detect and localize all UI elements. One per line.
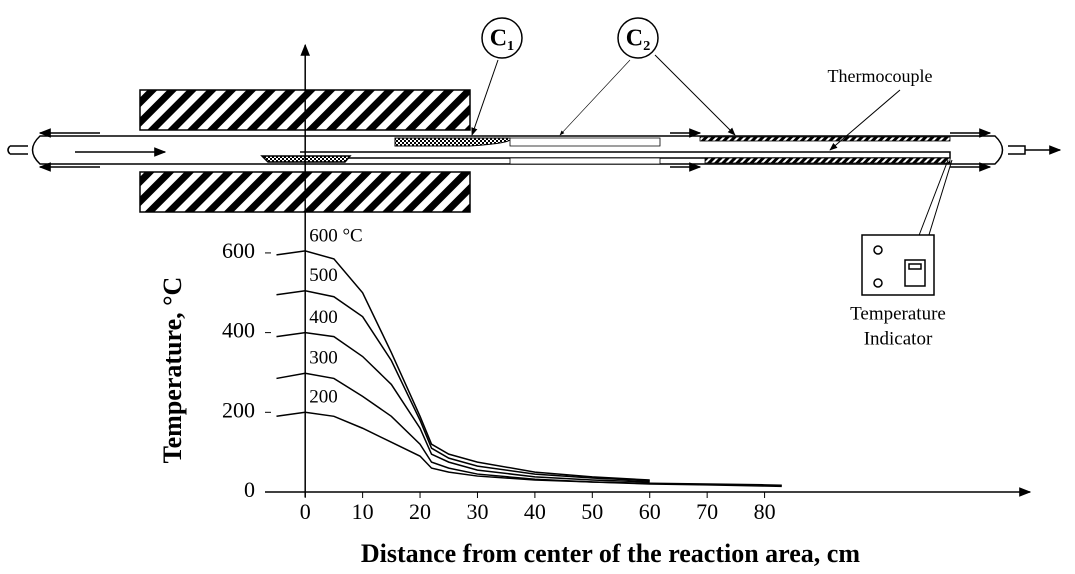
boat [260, 155, 352, 163]
indicator-label: Temperature [850, 303, 946, 324]
x-tick-label: 0 [300, 499, 311, 524]
y-axis-label: Temperature, °C [158, 277, 187, 464]
y-tick-label: 200 [222, 397, 255, 422]
apparatus [7, 17, 1062, 296]
pointer [471, 59, 499, 136]
y-tick-label: 400 [222, 318, 255, 343]
deposit-c2b [509, 157, 661, 165]
line [276, 290, 650, 482]
series-label: 600 °C [309, 225, 363, 246]
x-tick-label: 60 [639, 499, 661, 524]
wires [917, 159, 953, 239]
c2-circle [617, 17, 659, 59]
pointer [829, 89, 901, 151]
tube-inlet [7, 145, 28, 155]
pointer [654, 54, 736, 136]
series-label: 300 [309, 348, 338, 369]
knob [873, 278, 883, 288]
deposit-top [699, 136, 951, 142]
x-tick-label: 50 [581, 499, 603, 524]
series-label: 500 [309, 265, 338, 286]
line [276, 411, 782, 488]
pointer [559, 59, 631, 136]
x-tick-label: 40 [524, 499, 546, 524]
annotation: C₂ [626, 26, 651, 52]
x-axis-label: Distance from center of the reaction are… [361, 539, 860, 568]
deposit-c2 [509, 137, 661, 147]
line [276, 372, 782, 486]
display [904, 259, 926, 287]
line [276, 331, 650, 483]
x-tick-label: 10 [352, 499, 374, 524]
annotation: Thermocouple [828, 66, 933, 86]
tube-outlet [1008, 145, 1026, 155]
display-window [908, 263, 922, 270]
c1-circle [481, 17, 523, 59]
x-tick-label: 80 [754, 499, 776, 524]
x-tick-label: 30 [466, 499, 488, 524]
line [276, 250, 650, 481]
series-label: 400 [309, 307, 338, 328]
deposit-bottom [704, 157, 951, 164]
y-tick-label: 0 [244, 477, 255, 502]
annotation: C₁ [490, 26, 515, 52]
x-tick-label: 70 [696, 499, 718, 524]
y-tick-label: 600 [222, 238, 255, 263]
x-tick-label: 20 [409, 499, 431, 524]
series-label: 200 [309, 387, 338, 408]
indicator-label: Indicator [864, 328, 933, 349]
knob [873, 245, 883, 255]
